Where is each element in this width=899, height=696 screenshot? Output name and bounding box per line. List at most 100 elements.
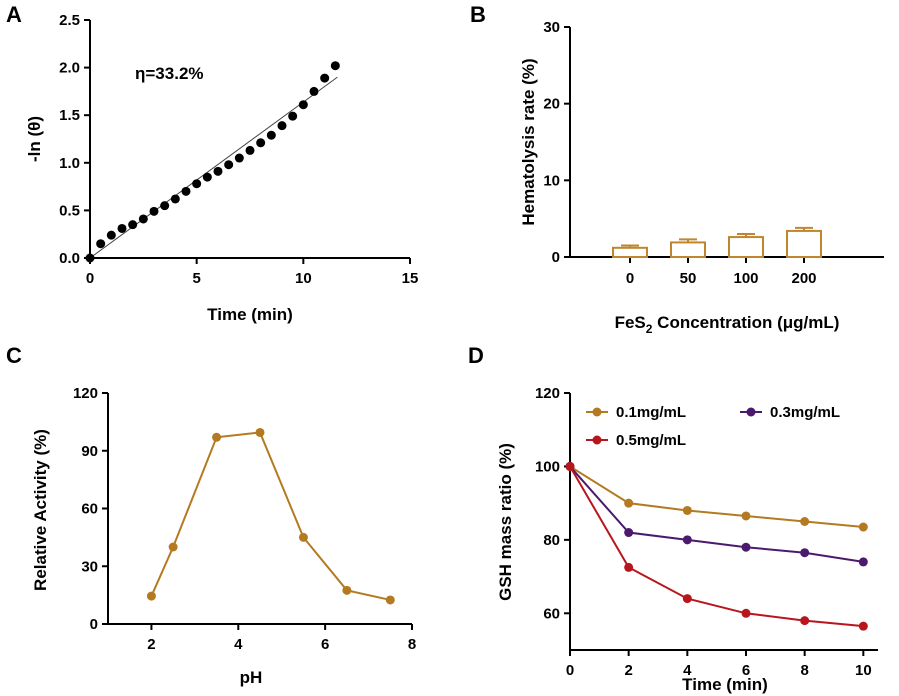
panel-a-data-point <box>149 206 159 216</box>
panel-a: A 0 5 10 15 0.0 0.5 1.0 1.5 2.0 2.5 -ln (θ) Time … <box>6 2 418 324</box>
panel-d-data-point <box>858 621 868 631</box>
panel-a-data-point <box>85 253 95 263</box>
panel-b-bar <box>728 236 764 258</box>
panel-d-data-point <box>858 522 868 532</box>
panel-c-data-point <box>212 432 222 442</box>
panel-d-y-label: GSH mass ratio (%) <box>496 443 515 601</box>
panel-d-data-point <box>682 535 692 545</box>
panel-d-legend-marker <box>746 407 756 417</box>
panel-label-b: B <box>470 2 486 27</box>
panel-d-x-label: Time (min) <box>682 675 768 694</box>
panel-a-data-point <box>117 223 127 233</box>
panel-d-data-point <box>624 562 634 572</box>
panel-d-data-point <box>858 557 868 567</box>
panel-c-y-tick-label: 30 <box>81 558 98 575</box>
panel-c-data-point <box>168 542 178 552</box>
panel-d-legend-marker <box>592 435 602 445</box>
panel-b-bar <box>670 241 706 259</box>
panel-a-y-label: -ln (θ) <box>25 116 44 162</box>
panel-b-y-tick-label: 0 <box>552 249 560 266</box>
panel-c: C 2 4 6 8 0 30 60 90 120 Relative Activity (%) p… <box>6 343 416 687</box>
panel-d-legend-label: 0.5mg/mL <box>616 432 686 449</box>
panel-a-data-point <box>298 100 308 110</box>
panel-d-y-tick-label: 120 <box>535 385 560 402</box>
panel-c-y-tick-label: 120 <box>73 385 98 402</box>
panel-d-x-tick-label: 2 <box>624 662 632 679</box>
panel-a-x-tick-label: 5 <box>192 270 200 287</box>
panel-b-x-tick-label: 200 <box>791 270 816 287</box>
panel-a-x-label: Time (min) <box>207 305 293 324</box>
panel-c-x-tick-label: 2 <box>147 636 155 653</box>
panel-a-data-point <box>128 220 138 230</box>
panel-d-data-point <box>741 542 751 552</box>
panel-d-data-point <box>741 511 751 521</box>
panel-b-x-label-main: FeS <box>615 313 646 332</box>
panel-d-x-tick-label: 4 <box>683 662 692 679</box>
panel-c-data-point <box>255 427 265 437</box>
panel-a-data-point <box>160 201 170 211</box>
panel-d-series-line <box>569 465 864 529</box>
panel-b-y-label: Hematolysis rate (%) <box>519 58 538 225</box>
panel-a-x-tick-label: 0 <box>86 270 94 287</box>
panel-a-y-tick-label: 1.5 <box>59 107 80 124</box>
panel-a-data-point <box>96 239 106 249</box>
panel-a-data-point <box>202 172 212 182</box>
panel-a-y-tick-label: 2.0 <box>59 60 80 77</box>
panel-a-y-tick-label: 0.0 <box>59 250 80 267</box>
panel-a-x-tick-label: 10 <box>295 270 312 287</box>
panel-a-data-point <box>170 194 180 204</box>
panel-d-data-point <box>800 517 810 526</box>
panel-d-data-point <box>682 594 692 604</box>
panel-b-bar <box>786 229 822 258</box>
panel-d-x-tick-label: 10 <box>855 662 872 679</box>
panel-d-y-tick-label: 60 <box>543 605 560 622</box>
panel-d-data-point <box>624 528 634 538</box>
panel-c-series-line <box>150 431 391 601</box>
panel-a-efficiency-annotation: η=33.2% <box>135 64 204 83</box>
panel-d-legend-marker <box>592 407 602 417</box>
panel-b-x-tick-label: 100 <box>733 270 758 287</box>
panel-d-x-tick-label: 0 <box>566 662 574 679</box>
panel-a-data-point <box>277 121 287 131</box>
panel-c-y-tick-label: 90 <box>81 443 98 460</box>
panel-a-y-tick-label: 0.5 <box>59 202 80 219</box>
panel-d-legend-label: 0.3mg/mL <box>770 404 840 421</box>
panel-b-x-label-rest: Concentration (μg/mL) <box>652 313 839 332</box>
panel-c-x-tick-label: 4 <box>234 636 243 653</box>
panel-d-legend-label: 0.1mg/mL <box>616 404 686 421</box>
panel-a-data-point <box>309 86 319 96</box>
panel-c-y-tick-label: 0 <box>90 616 98 633</box>
panel-d-y-tick-label: 80 <box>543 532 560 549</box>
panel-c-x-label: pH <box>240 668 263 687</box>
panel-a-data-point <box>234 153 244 163</box>
panel-c-y-label: Relative Activity (%) <box>31 429 50 591</box>
panel-d-x-tick-label: 6 <box>742 662 750 679</box>
panel-a-data-point <box>288 111 298 121</box>
panel-a-data-point <box>106 230 116 240</box>
panel-a-data-point <box>192 179 202 189</box>
panel-d-y-tick-label: 100 <box>535 458 560 475</box>
panel-d-data-point <box>682 505 692 515</box>
panel-c-data-point <box>146 591 156 601</box>
panel-c-data-point <box>342 585 352 595</box>
panel-a-data-point <box>138 214 148 224</box>
panel-label-a: A <box>6 2 22 27</box>
panel-a-data-point <box>245 145 255 155</box>
panel-d-series-line <box>569 465 864 563</box>
panel-c-x-tick-label: 6 <box>321 636 329 653</box>
panel-d-legend: 0.1mg/mL 0.3mg/mL 0.5mg/mL <box>586 404 840 449</box>
panel-a-data-point <box>330 61 340 71</box>
panel-a-data-point <box>256 138 266 148</box>
panel-a-y-tick-label: 1.0 <box>59 155 80 172</box>
panel-d-data-point <box>624 498 634 508</box>
panel-a-data-point <box>224 160 234 170</box>
panel-d-data-point <box>741 608 751 618</box>
panel-d-data-point <box>800 548 810 558</box>
panel-d-x-tick-label: 8 <box>800 662 808 679</box>
panel-c-x-tick-label: 8 <box>408 636 416 653</box>
panel-c-data-point <box>385 595 395 605</box>
panel-b-x-label: FeS2 Concentration (μg/mL) <box>615 313 840 336</box>
panel-a-data-point <box>266 130 276 140</box>
